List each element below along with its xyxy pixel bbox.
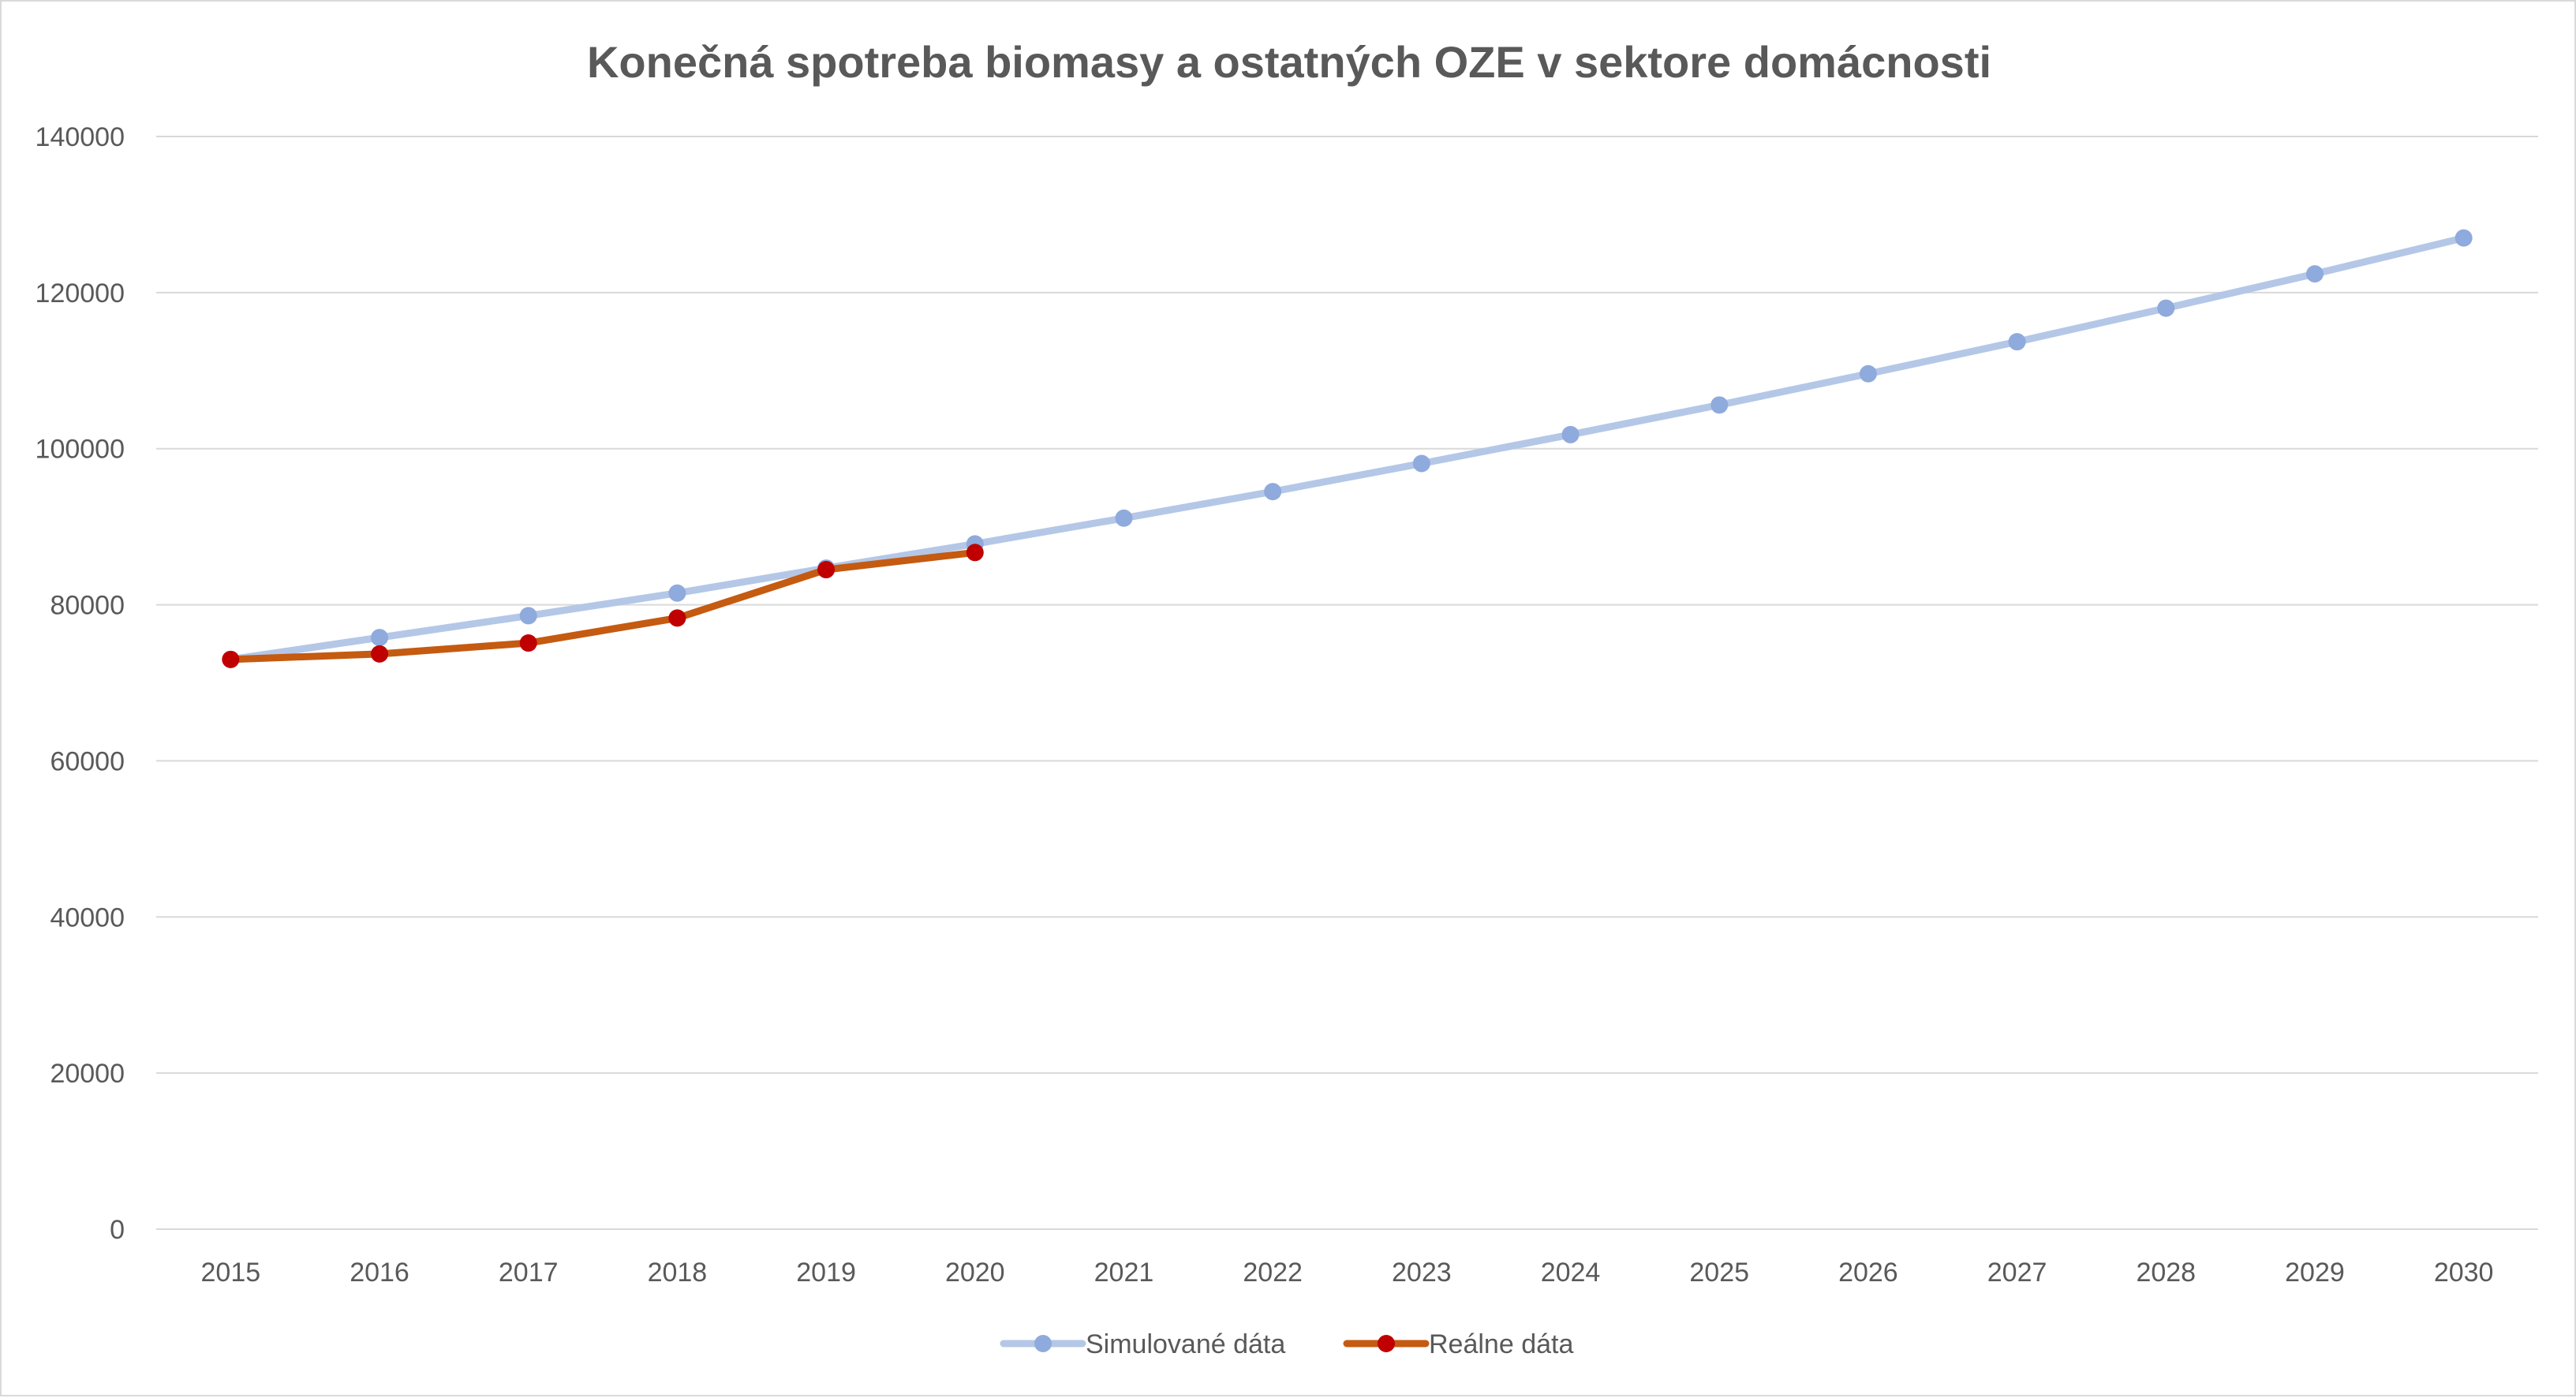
- data-point: [519, 607, 537, 625]
- y-tick-label: 80000: [50, 591, 125, 621]
- x-tick-label: 2028: [2136, 1258, 2196, 1288]
- x-tick-label: 2025: [1689, 1258, 1749, 1288]
- x-axis-ticks: 2015 2016 2017 2018 2019 2020 2021 2022 2023 2024…: [201, 1258, 2494, 1288]
- y-tick-label: 40000: [50, 903, 125, 933]
- y-tick-label: 100000: [36, 435, 125, 465]
- x-tick-label: 2027: [1987, 1258, 2047, 1288]
- data-point: [1264, 483, 1282, 501]
- x-tick-label: 2030: [2434, 1258, 2494, 1288]
- x-tick-label: 2017: [499, 1258, 559, 1288]
- series-2: [222, 544, 984, 668]
- data-point: [1561, 425, 1580, 443]
- data-point: [2305, 265, 2324, 283]
- x-tick-label: 2026: [1838, 1258, 1898, 1288]
- x-tick-label: 2022: [1243, 1258, 1303, 1288]
- data-point: [371, 629, 389, 647]
- data-point: [1710, 396, 1729, 414]
- data-point: [371, 645, 389, 663]
- data-point: [222, 650, 240, 668]
- data-point: [2157, 299, 2175, 317]
- x-tick-label: 2029: [2285, 1258, 2345, 1288]
- x-tick-label: 2015: [201, 1258, 261, 1288]
- x-tick-label: 2021: [1094, 1258, 1154, 1288]
- legend-label: Reálne dáta: [1429, 1329, 1573, 1359]
- data-point: [966, 544, 984, 562]
- chart-title: Konečná spotreba biomasy a ostatných OZE…: [587, 37, 1991, 87]
- series-line: [226, 234, 2468, 663]
- x-tick-label: 2018: [648, 1258, 708, 1288]
- data-point: [2454, 229, 2473, 247]
- y-tick-label: 0: [110, 1215, 125, 1245]
- data-point: [1859, 364, 1877, 383]
- x-tick-label: 2016: [350, 1258, 409, 1288]
- y-tick-label: 60000: [50, 746, 125, 776]
- data-point: [1412, 454, 1430, 473]
- legend-swatch-marker: [1034, 1335, 1052, 1352]
- y-tick-label: 120000: [36, 278, 125, 308]
- legend-label: Simulované dáta: [1086, 1329, 1285, 1359]
- legend: Simulované dáta Reálne dáta: [1000, 1329, 1573, 1359]
- x-tick-label: 2024: [1541, 1258, 1601, 1288]
- y-tick-label: 20000: [50, 1059, 125, 1089]
- data-point: [519, 634, 537, 652]
- legend-swatch-marker: [1378, 1335, 1395, 1352]
- gridlines: [156, 136, 2538, 1230]
- data-point: [668, 584, 686, 602]
- x-tick-label: 2023: [1392, 1258, 1452, 1288]
- series-1: [222, 229, 2473, 668]
- series-line: [226, 548, 979, 663]
- y-tick-label: 140000: [36, 122, 125, 152]
- legend-item-2: Reálne dáta: [1343, 1329, 1573, 1359]
- data-point: [2008, 333, 2026, 351]
- x-tick-label: 2020: [945, 1258, 1005, 1288]
- series-lines: [222, 229, 2473, 668]
- y-axis-ticks: 0 20000 40000 60000 80000 100000 120000 140000: [36, 122, 125, 1245]
- x-tick-label: 2019: [796, 1258, 856, 1288]
- data-point: [668, 609, 686, 627]
- legend-item-1: Simulované dáta: [1000, 1329, 1285, 1359]
- data-point: [1115, 509, 1133, 527]
- data-point: [817, 561, 836, 579]
